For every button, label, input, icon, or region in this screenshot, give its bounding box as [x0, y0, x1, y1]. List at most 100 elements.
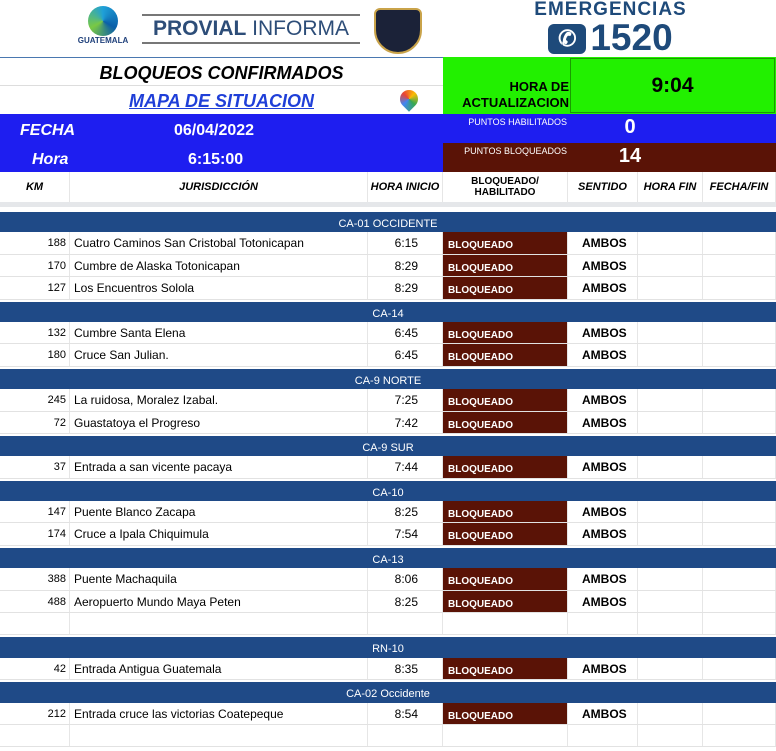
hora-inicio-cell: 7:44 [368, 456, 443, 478]
jurisdiccion-cell: Puente Blanco Zacapa [70, 501, 368, 523]
jurisdiccion-cell: La ruidosa, Moralez Izabal. [70, 389, 368, 411]
km-cell: 212 [0, 702, 70, 724]
sentido-cell: AMBOS [568, 568, 638, 590]
fecha-fin-cell [703, 254, 776, 277]
jurisdiccion-cell: Cumbre de Alaska Totonicapan [70, 254, 368, 277]
section-header: CA-10 [0, 478, 776, 502]
page-title: BLOQUEOS CONFIRMADOS [0, 57, 443, 85]
km-cell [0, 724, 70, 747]
estado-cell: BLOQUEADO [443, 568, 568, 590]
sentido-cell: AMBOS [568, 501, 638, 523]
phone-icon: ✆ [548, 24, 587, 54]
fecha-fin-cell [703, 523, 776, 545]
sentido-cell: AMBOS [568, 456, 638, 478]
hora-fin-cell [638, 568, 703, 590]
map-link[interactable]: MAPA DE SITUACION [128, 91, 314, 111]
fecha-fin-cell [703, 590, 776, 613]
hora-inicio-cell: 7:42 [368, 411, 443, 433]
estado-cell [443, 724, 568, 747]
sentido-cell [568, 613, 638, 635]
hora-inicio-cell: 6:15 [368, 232, 443, 254]
update-time: 9:04 [570, 58, 775, 113]
sentido-cell: AMBOS [568, 277, 638, 299]
km-cell: 72 [0, 411, 70, 433]
top-banner: GUATEMALA PROVIAL INFORMA EMERGENCIAS ✆ 1… [0, 0, 776, 57]
col-jurisdiccion: JURISDICCIÓN [70, 172, 368, 202]
hora-inicio-cell: 8:35 [368, 657, 443, 680]
hora-fin-cell [638, 613, 703, 635]
table-row: 488 Aeropuerto Mundo Maya Peten 8:25 BLOQUE… [0, 590, 776, 614]
hora-inicio-cell: 8:29 [368, 277, 443, 299]
jurisdiccion-cell: Cruce San Julian. [70, 344, 368, 366]
table-row [0, 724, 776, 748]
estado-cell: BLOQUEADO [443, 321, 568, 344]
emergencias-label: EMERGENCIAS [534, 0, 687, 20]
update-label: HORA DE ACTUALIZACION [462, 79, 569, 110]
hora-inicio-cell: 6:45 [368, 321, 443, 344]
hora-inicio-cell: 6:45 [368, 344, 443, 366]
informa-text: INFORMA [252, 17, 349, 40]
jurisdiccion-cell: Entrada Antigua Guatemala [70, 657, 368, 680]
hora-fin-cell [638, 232, 703, 254]
fecha-fin-cell [703, 232, 776, 254]
section-header: CA-9 NORTE [0, 366, 776, 390]
sentido-cell: AMBOS [568, 254, 638, 277]
fecha-fin-cell [703, 456, 776, 478]
date-panel: FECHA 06/04/2022 Hora 6:15:00 [0, 114, 443, 172]
hora-inicio-cell [368, 724, 443, 747]
jurisdiccion-cell [70, 613, 368, 635]
km-cell: 488 [0, 590, 70, 613]
provial-shield-logo [374, 8, 422, 54]
jurisdiccion-cell: Los Encuentros Solola [70, 277, 368, 299]
fecha-fin-cell [703, 702, 776, 724]
fecha-fin-cell [703, 344, 776, 366]
hora-fin-cell [638, 277, 703, 299]
fecha-fin-cell [703, 321, 776, 344]
habilitados-count: 0 [624, 116, 636, 138]
habilitados-label: PUNTOS HABILITADOS [468, 117, 567, 127]
hora-inicio-cell [368, 613, 443, 635]
hora-fin-cell [638, 456, 703, 478]
hora-fin-cell [638, 411, 703, 433]
jurisdiccion-cell: Entrada a san vicente pacaya [70, 456, 368, 478]
km-cell: 127 [0, 277, 70, 299]
km-cell: 188 [0, 232, 70, 254]
table-row: 174 Cruce a Ipala Chiquimula 7:54 BLOQUEADO… [0, 523, 776, 546]
col-fecha-fin: FECHA/FIN [703, 172, 776, 202]
fecha-fin-cell [703, 613, 776, 635]
hora-fin-cell [638, 501, 703, 523]
fecha-fin-cell [703, 657, 776, 680]
hora-inicio-cell: 8:29 [368, 254, 443, 277]
table-row: 212 Entrada cruce las victorias Coatepequ… [0, 702, 776, 725]
col-km: KM [0, 172, 70, 202]
section-header: CA-02 Occidente [0, 680, 776, 703]
hora-value: 6:15:00 [188, 151, 244, 168]
col-hora-fin: HORA FIN [638, 172, 703, 202]
fecha-fin-cell [703, 724, 776, 747]
section-header: CA-14 [0, 299, 776, 322]
emergency-banner: EMERGENCIAS ✆ 1520 [445, 0, 776, 57]
emergency-number: 1520 [590, 17, 673, 58]
sentido-cell: AMBOS [568, 702, 638, 724]
table-row: 245 La ruidosa, Moralez Izabal. 7:25 BLOQUE… [0, 389, 776, 412]
col-estado: BLOQUEADO/ HABILITADO [443, 172, 568, 202]
sentido-cell: AMBOS [568, 590, 638, 613]
sentido-cell: AMBOS [568, 389, 638, 411]
col-hora-inicio: HORA INICIO [368, 172, 443, 202]
estado-cell: BLOQUEADO [443, 501, 568, 523]
table-row: 147 Puente Blanco Zacapa 8:25 BLOQUEADO AMBO… [0, 501, 776, 524]
bloqueados-count: 14 [618, 145, 642, 167]
estado-cell: BLOQUEADO [443, 702, 568, 724]
km-cell: 132 [0, 321, 70, 344]
provial-text: PROVIAL [152, 17, 247, 40]
jurisdiccion-cell: Cruce a Ipala Chiquimula [70, 523, 368, 545]
update-panel: HORA DE ACTUALIZACION 9:04 [443, 57, 776, 114]
jurisdiccion-cell: Aeropuerto Mundo Maya Peten [70, 590, 368, 613]
habilitados-panel: PUNTOS HABILITADOS 0 [443, 114, 776, 143]
hora-fin-cell [638, 523, 703, 545]
hora-inicio-cell: 7:54 [368, 523, 443, 545]
table-header: KM JURISDICCIÓN HORA INICIO BLOQUEADO/ H… [0, 172, 776, 207]
sentido-cell: AMBOS [568, 411, 638, 433]
hora-inicio-cell: 7:25 [368, 389, 443, 411]
hora-inicio-cell: 8:06 [368, 568, 443, 590]
